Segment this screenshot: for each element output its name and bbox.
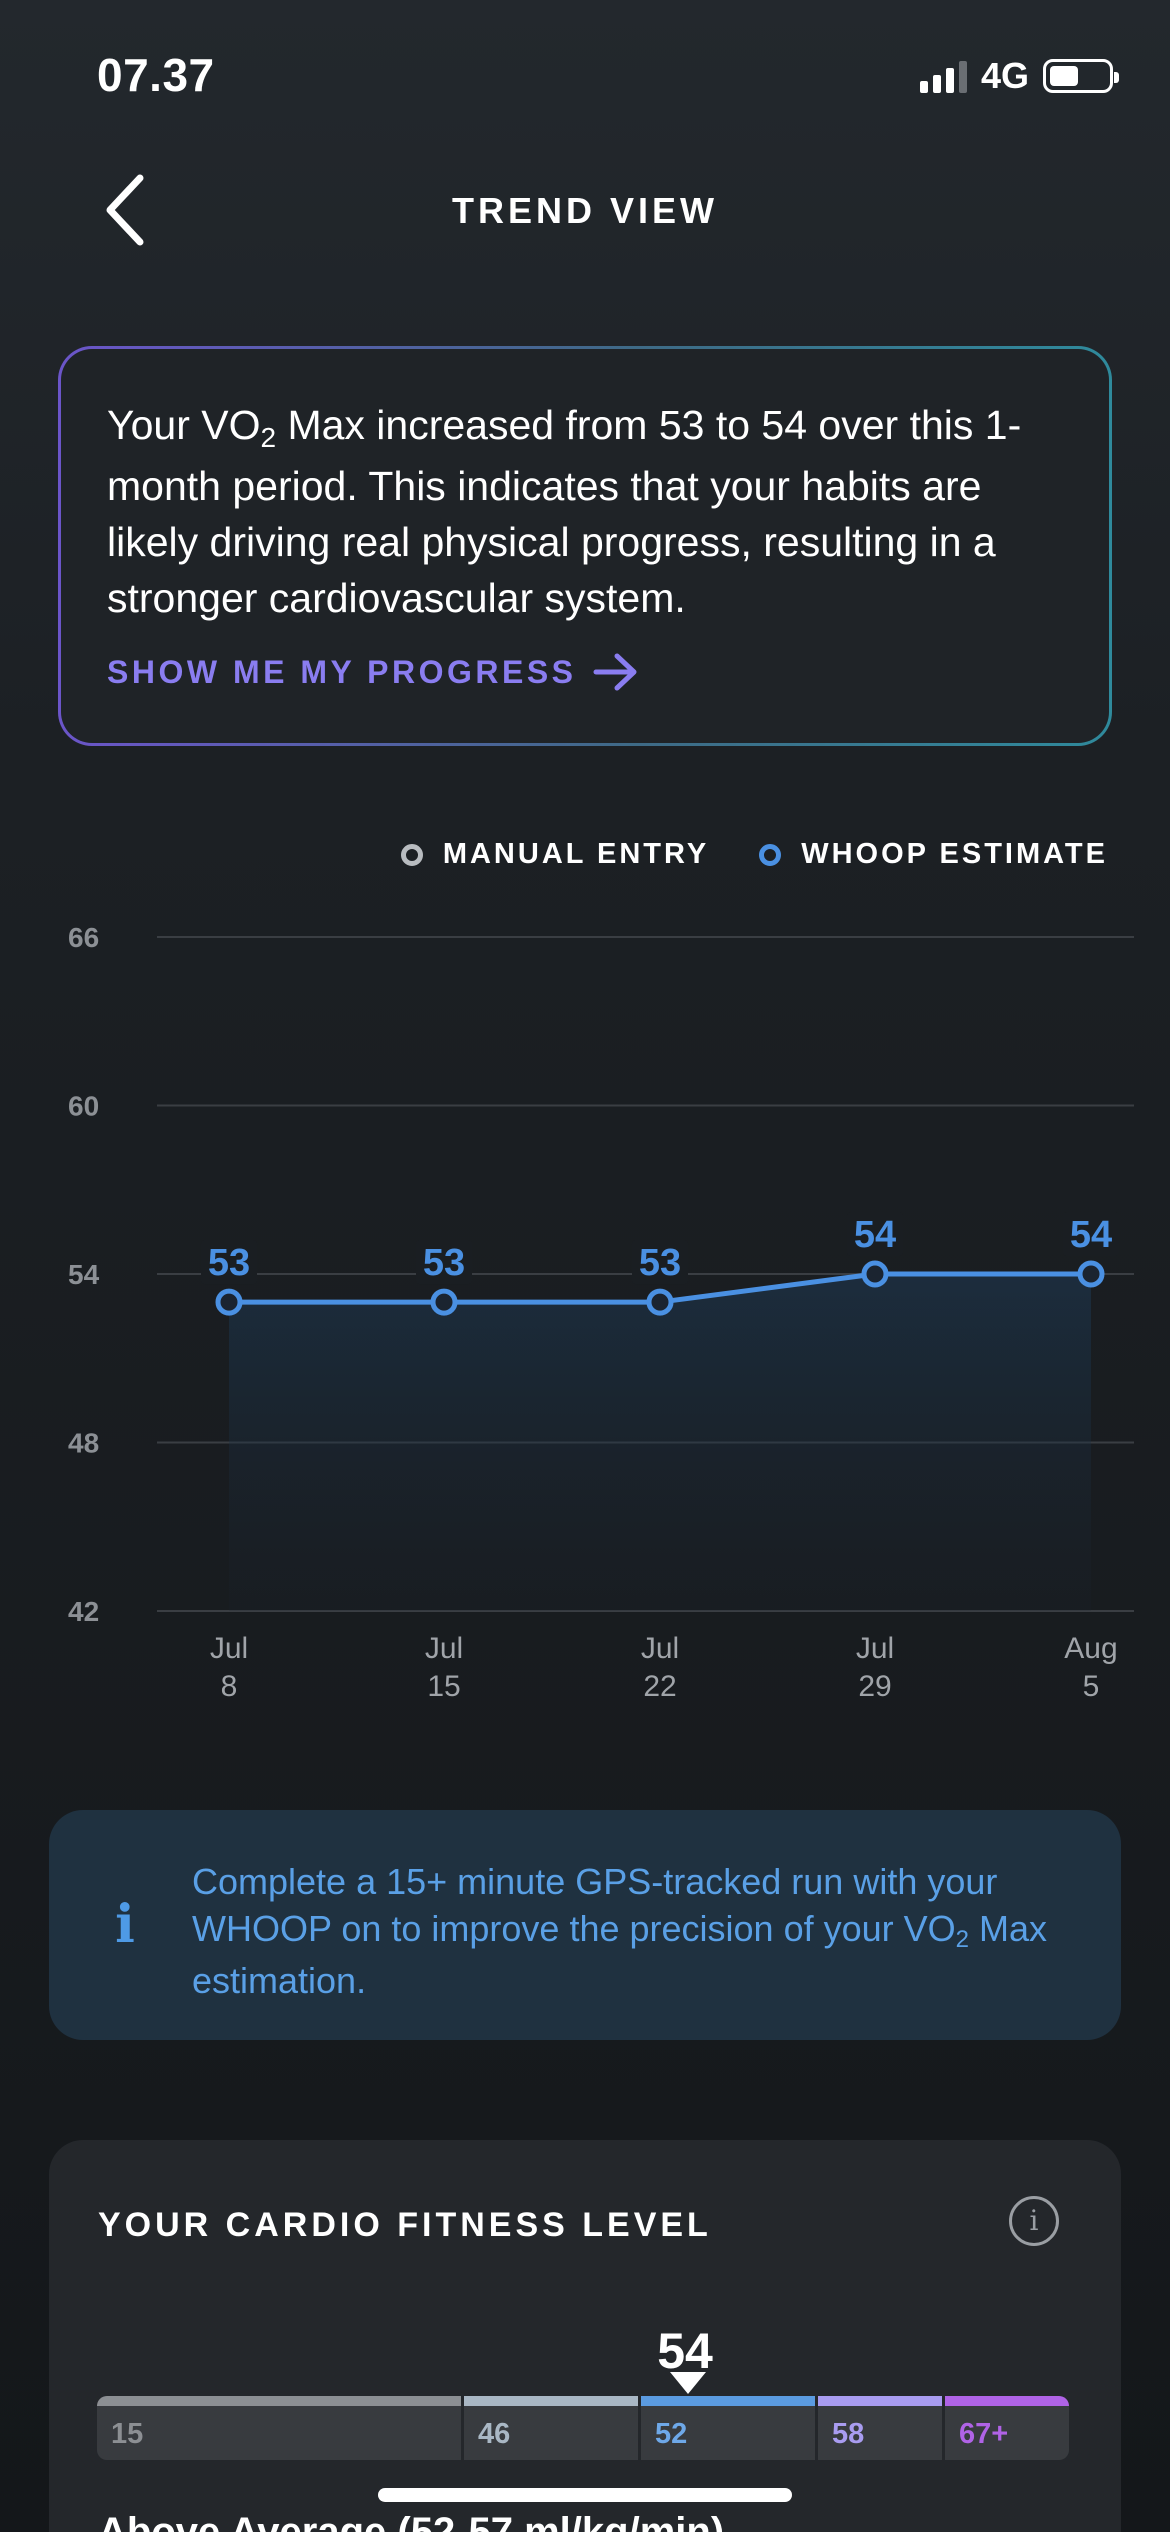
fitness-scale-bar (818, 2396, 942, 2406)
circle-outline-icon (759, 843, 782, 866)
x-tick-label-month: Jul (641, 1632, 679, 1665)
data-label: 53 (208, 1242, 250, 1284)
x-tick-label-month: Jul (210, 1632, 248, 1665)
info-banner: i Complete a 15+ minute GPS-tracked run … (49, 1810, 1121, 2040)
fitness-scale-segment: 52 (641, 2396, 815, 2460)
legend-manual-entry: MANUAL ENTRY (400, 838, 709, 871)
y-tick-label: 54 (68, 1259, 100, 1290)
data-label-background (847, 1212, 903, 1256)
data-point (215, 1288, 243, 1316)
status-indicators: 4G (919, 55, 1119, 97)
data-point (430, 1288, 458, 1316)
x-tick-label-day: 15 (427, 1670, 460, 1703)
data-point (646, 1288, 674, 1316)
status-bar: 07.37 4G (0, 0, 1170, 150)
cardio-fitness-title: YOUR CARDIO FITNESS LEVEL (98, 2206, 712, 2244)
fitness-scale-bar (641, 2396, 815, 2406)
chart-legend: MANUAL ENTRY WHOOP ESTIMATE (400, 838, 1108, 871)
header: TREND VIEW (0, 160, 1170, 260)
data-label-background (416, 1240, 472, 1285)
fitness-level-text: Above Average (52-57 ml/kg/min) (98, 2510, 725, 2532)
x-tick-label-day: 22 (643, 1670, 676, 1703)
fitness-scale-label: 46 (478, 2418, 511, 2450)
data-label-background (632, 1240, 688, 1285)
network-type: 4G (980, 55, 1029, 96)
fitness-scale-segment: 67+ (945, 2396, 1069, 2460)
insight-card: Your VO2 Max increased from 53 to 54 ove… (58, 346, 1112, 746)
data-label-background (201, 1240, 257, 1285)
y-tick-label: 42 (68, 1596, 99, 1627)
insight-text: Your VO2 Max increased from 53 to 54 ove… (107, 402, 1022, 621)
fitness-scale-bar (464, 2396, 638, 2406)
legend-whoop-estimate: WHOOP ESTIMATE (759, 838, 1108, 871)
chevron-left-icon (106, 174, 144, 246)
fitness-scale-bar (97, 2396, 461, 2406)
show-progress-label: SHOW ME MY PROGRESS (107, 653, 577, 690)
y-tick-label: 48 (68, 1428, 99, 1459)
x-tick-label-day: 29 (858, 1670, 891, 1703)
x-tick-label-day: 8 (221, 1670, 238, 1703)
cellular-signal-icon (919, 59, 967, 93)
x-tick-label-month: Jul (425, 1632, 463, 1665)
x-tick-label-day: 5 (1083, 1670, 1100, 1703)
data-point (861, 1260, 889, 1288)
triangle-down-icon (670, 2372, 706, 2394)
cardio-fitness-card: YOUR CARDIO FITNESS LEVEL i 54 15 46 52 58 6… (49, 2140, 1121, 2532)
back-button[interactable] (85, 170, 165, 250)
y-tick-label: 66 (68, 922, 99, 953)
fitness-scale-label: 52 (655, 2418, 688, 2450)
home-indicator[interactable] (378, 2488, 792, 2502)
data-label: 53 (423, 1242, 465, 1284)
vo2-trend-chart-svg: 66 60 54 48 42 53 53 53 54 54 Jul 8 Jul 15 Jul 22 Jul 29 A… (68, 922, 1134, 1703)
y-tick-label: 60 (68, 1091, 99, 1122)
page-title: TREND VIEW (451, 190, 718, 231)
circle-outline-icon (400, 843, 423, 866)
data-label: 54 (854, 1214, 896, 1256)
vo2-trend-chart: 66 60 54 48 42 53 53 53 54 54 Jul 8 Jul 15 Jul 22 Jul 29 A… (0, 900, 1170, 1720)
fitness-scale-segment: 15 (97, 2396, 461, 2460)
status-time: 07.37 (97, 49, 215, 101)
data-label-background (1063, 1212, 1119, 1256)
series-area (229, 1274, 1091, 1611)
fitness-scale-label: 58 (832, 2418, 865, 2450)
info-banner-text: Complete a 15+ minute GPS-tracked run wi… (192, 1861, 1048, 2001)
arrow-right-icon (593, 653, 637, 691)
x-tick-label-month: Aug (1064, 1632, 1117, 1665)
info-icon: i (115, 1894, 135, 1955)
fitness-scale-bar (945, 2396, 1069, 2406)
fitness-scale-label: 15 (111, 2418, 144, 2450)
fitness-scale-segment: 58 (818, 2396, 942, 2460)
fitness-scale: 15 46 52 58 67+ (97, 2396, 1075, 2460)
data-point (1077, 1260, 1105, 1288)
info-circle-icon[interactable]: i (1009, 2196, 1059, 2246)
data-label: 54 (1070, 1214, 1112, 1256)
x-tick-label-month: Jul (856, 1632, 894, 1665)
fitness-scale-segment: 46 (464, 2396, 638, 2460)
show-progress-link[interactable]: SHOW ME MY PROGRESS (107, 652, 1065, 692)
fitness-scale-label: 67+ (959, 2418, 1009, 2450)
battery-icon (1043, 59, 1119, 93)
data-label: 53 (639, 1242, 681, 1284)
